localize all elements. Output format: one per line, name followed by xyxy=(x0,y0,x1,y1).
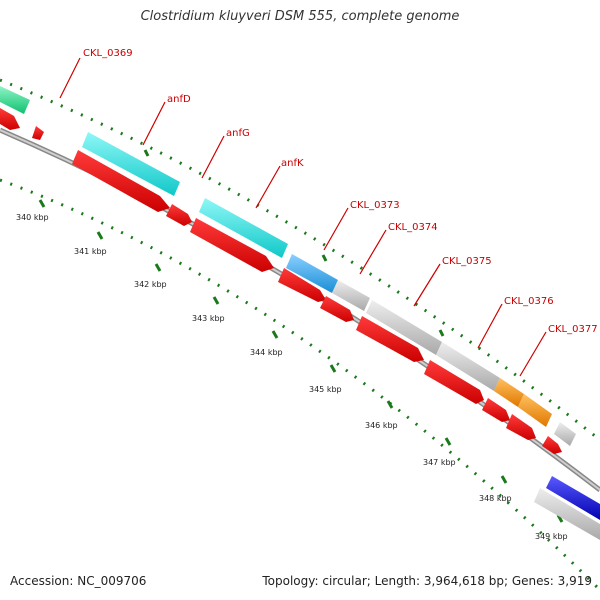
gene-arrow[interactable] xyxy=(424,360,484,404)
label-leaders xyxy=(59,57,547,377)
gene-ckl0377[interactable] xyxy=(518,394,552,427)
scale-label: 342 kbp xyxy=(134,280,167,289)
gene-arrow[interactable] xyxy=(72,150,170,212)
gene-ckl0374[interactable] xyxy=(332,280,370,311)
gene-arrow[interactable] xyxy=(166,204,192,226)
scale-label: 349 kbp xyxy=(535,532,568,541)
forward-gene-track xyxy=(0,108,562,454)
gene-label-ckl0374[interactable]: CKL_0374 xyxy=(388,222,438,233)
gene-arrow[interactable] xyxy=(190,218,274,272)
gene-ckl0375b[interactable] xyxy=(436,342,500,391)
map-title: Clostridium kluyveri DSM 555, complete g… xyxy=(140,9,460,24)
gene-label-ckl0369[interactable]: CKL_0369 xyxy=(83,48,133,59)
accession-text: Accession: NC_009706 xyxy=(10,574,147,588)
gene-label-anfK[interactable]: anfK xyxy=(281,158,304,169)
gene-arrow[interactable] xyxy=(542,436,562,454)
major-ticks xyxy=(38,149,564,523)
gene-label-anfD[interactable]: anfD xyxy=(167,94,191,105)
gene-anfG-upper[interactable] xyxy=(199,198,288,258)
scale-label: 343 kbp xyxy=(192,314,225,323)
scale-label: 348 kbp xyxy=(479,494,512,503)
gene-anfD[interactable] xyxy=(82,132,180,196)
gene-label-ckl0373[interactable]: CKL_0373 xyxy=(350,200,400,211)
gene-label-ckl0375[interactable]: CKL_0375 xyxy=(442,256,492,267)
scale-label: 345 kbp xyxy=(309,385,342,394)
gene-arrow[interactable] xyxy=(356,316,424,362)
gene-arrow[interactable] xyxy=(320,296,354,322)
scale-label: 346 kbp xyxy=(365,421,398,430)
gene-ckl0375[interactable] xyxy=(366,300,442,355)
scale-label: 340 kbp xyxy=(16,213,49,222)
genome-backbone xyxy=(0,127,600,492)
scale-label: 341 kbp xyxy=(74,247,107,256)
gene-label-anfG[interactable]: anfG xyxy=(226,128,250,139)
gene-label-ckl0376[interactable]: CKL_0376 xyxy=(504,296,554,307)
scale-label: 347 kbp xyxy=(423,458,456,467)
gene-darkblue[interactable] xyxy=(546,476,600,520)
gene-arrow[interactable] xyxy=(32,126,44,140)
gene-grey-bottom[interactable] xyxy=(534,488,600,540)
gene-ckl0373[interactable] xyxy=(286,254,338,293)
gene-label-ckl0377[interactable]: CKL_0377 xyxy=(548,324,598,335)
gene-ckl0376[interactable] xyxy=(494,378,524,407)
gene-ckl0369[interactable] xyxy=(0,86,30,114)
gene-grey-right[interactable] xyxy=(554,422,576,446)
outer-tick-ring xyxy=(0,78,600,442)
scale-label: 344 kbp xyxy=(250,348,283,357)
genome-summary: Topology: circular; Length: 3,964,618 bp… xyxy=(262,574,592,588)
gene-arrow[interactable] xyxy=(278,268,326,302)
gene-arrow[interactable] xyxy=(0,108,20,130)
gene-arrow[interactable] xyxy=(482,398,510,422)
gene-arrow[interactable] xyxy=(506,414,536,440)
